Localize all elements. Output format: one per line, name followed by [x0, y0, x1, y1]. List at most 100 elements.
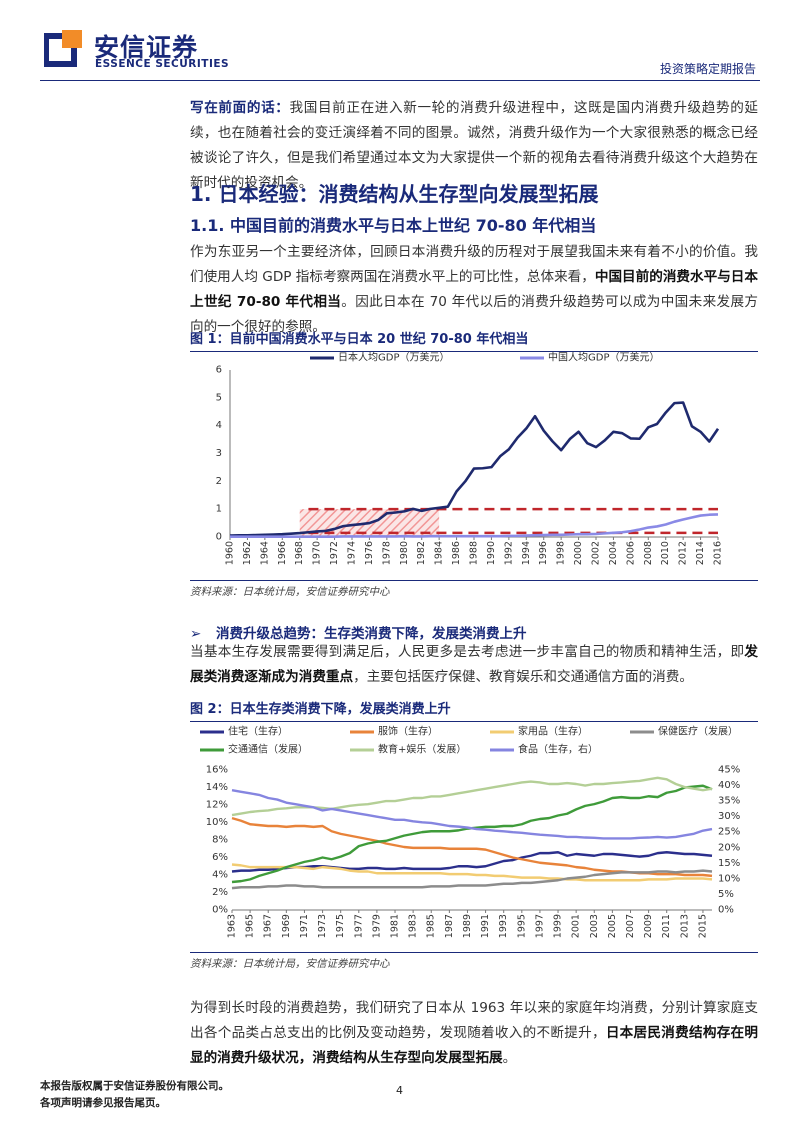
y-right-tick-label: 40%: [718, 780, 740, 791]
footer-line: 各项声明请参见报告尾页。: [40, 1097, 166, 1109]
paragraph-text: ，主要包括医疗保健、教育娱乐和交通通信方面的消费。: [353, 669, 693, 685]
x-tick-label: 1960: [225, 541, 236, 565]
x-tick-label: 2007: [625, 914, 636, 938]
conclusion-paragraph: 为得到长时段的消费趋势，我们研究了日本从 1963 年以来的家庭年均消费，分别计…: [190, 996, 758, 1071]
x-tick-label: 1964: [259, 541, 270, 565]
header-divider: [40, 80, 760, 81]
x-tick-label: 2009: [643, 914, 654, 938]
x-tick-label: 1981: [390, 914, 401, 938]
figure2-chart: 0% 2% 4% 6% 8% 10% 12% 14% 16% 0% 5% 10% 15% 20% 25% 30…: [200, 725, 740, 938]
x-tick-label: 2012: [678, 541, 689, 565]
legend-label: 保健医疗（发展）: [658, 725, 738, 738]
x-tick-label: 1999: [553, 914, 564, 938]
series-japan-gdp: [229, 401, 720, 537]
x-tick-label: 1988: [469, 541, 480, 565]
x-tick-label: 1968: [294, 541, 305, 565]
y-tick-label: 2: [216, 476, 222, 487]
y-left-tick-label: 0%: [212, 905, 228, 916]
series-line: [231, 869, 713, 890]
y-left-tick-label: 4%: [212, 870, 228, 881]
legend-label: 日本人均GDP（万美元）: [338, 351, 449, 364]
x-tick-label: 1965: [245, 914, 256, 938]
x-tick-label: 1998: [556, 541, 567, 565]
figure1-source: 资料来源：日本统计局，安信证券研究中心: [190, 580, 758, 599]
paragraph-text: 。因此日本在 70 年代以后的消费升级趋势可以成为中国未来发展方向的一个很好的参…: [190, 294, 758, 335]
company-name-cn: 安信证券: [94, 33, 199, 62]
intro-text: 我国目前正在进入新一轮的消费升级进程中，这既是国内消费升级趋势的延续，也在随着社…: [190, 100, 759, 191]
x-tick-label: 2000: [573, 541, 584, 565]
x-tick-label: 1992: [503, 541, 514, 565]
paragraph-emphasis: 日本居民消费结构存在明显的消费升级状况，消费结构从生存型向发展型拓展: [190, 1025, 759, 1066]
y-left-tick-label: 6%: [212, 852, 228, 863]
legend-label: 家用品（生存）: [518, 725, 588, 738]
x-tick-label: 1989: [462, 914, 473, 938]
y-tick-label: 4: [216, 420, 222, 431]
footer-disclaimer: 本报告版权属于安信证券股份有限公司。 各项声明请参见报告尾页。: [40, 1078, 229, 1112]
legend-label: 中国人均GDP（万美元）: [548, 351, 659, 364]
x-tick-label: 2014: [695, 541, 706, 565]
report-header: 安信证券 ESSENCE SECURITIES 投资策略定期报告: [0, 0, 800, 81]
x-tick-label: 1994: [521, 541, 532, 565]
x-tick-label: 1974: [347, 541, 358, 565]
y-tick-label: 6: [216, 365, 222, 376]
legend-label: 交通通信（发展）: [228, 743, 308, 756]
arrow-icon: ➢: [190, 626, 202, 642]
y-right-tick-label: 5%: [718, 889, 734, 900]
section-paragraph: 作为东亚另一个主要经济体，回顾日本消费升级的历程对于展望我国未来有着不小的价值。…: [190, 240, 758, 340]
x-tick-label: 2001: [571, 914, 582, 938]
essence-logo-icon: [44, 30, 82, 67]
x-tick-label: 1983: [408, 914, 419, 938]
y-left-tick-label: 10%: [206, 817, 228, 828]
y-tick-label: 1: [216, 504, 222, 515]
x-tick-label: 1970: [312, 541, 323, 565]
paragraph-text: 当基本生存发展需要得到满足后，人民更多是去考虑进一步丰富自己的物质和精神生活，即: [190, 644, 745, 660]
x-tick-label: 1990: [486, 541, 497, 565]
x-tick-label: 1975: [335, 914, 346, 938]
page-number: 4: [396, 1084, 403, 1097]
x-tick-label: 1963: [227, 914, 238, 938]
y-right-tick-label: 15%: [718, 858, 740, 869]
x-tick-label: 1991: [480, 914, 491, 938]
legend-label: 住宅（生存）: [228, 725, 288, 738]
x-tick-label: 1980: [399, 541, 410, 565]
paragraph-emphasis: 中国目前的消费水平与日本上世纪 70-80 年代相当: [190, 269, 758, 310]
paragraph-emphasis: 发展类消费逐渐成为消费重点: [190, 644, 758, 685]
x-tick-label: 1971: [299, 914, 310, 938]
series-line: [231, 776, 713, 817]
series-line: [231, 851, 713, 873]
x-tick-label: 1967: [263, 914, 274, 938]
x-tick-label: 1995: [516, 914, 527, 938]
intro-lead: 写在前面的话：: [190, 100, 290, 116]
bullet-heading: ➢ 消费升级总趋势：生存类消费下降，发展类消费上升: [190, 622, 527, 642]
x-tick-label: 1997: [534, 914, 545, 938]
y-left-tick-label: 8%: [212, 835, 228, 846]
footer-line: 本报告版权属于安信证券股份有限公司。: [40, 1080, 229, 1092]
x-tick-label: 2005: [607, 914, 618, 938]
x-tick-label: 2003: [589, 914, 600, 938]
y-right-tick-label: 20%: [718, 842, 740, 853]
figure1-chart: 0 1 2 3 4 5 6 1960 1962 1964 1966 1968 1970 1972 1974 1…: [216, 351, 724, 566]
x-tick-label: 2013: [679, 914, 690, 938]
section-heading: 1. 日本经验：消费结构从生存型向发展型拓展: [190, 182, 599, 206]
x-tick-label: 1987: [444, 914, 455, 938]
paragraph-text: 。: [502, 1050, 517, 1066]
legend-label: 教育+娱乐（发展）: [378, 743, 466, 756]
figure1-title: 图 1：目前中国消费水平与日本 20 世纪 70-80 年代相当: [190, 328, 758, 352]
x-tick-label: 2004: [608, 541, 619, 565]
company-name-en: ESSENCE SECURITIES: [95, 58, 230, 70]
y-left-tick-label: 2%: [212, 887, 228, 898]
x-tick-label: 1969: [281, 914, 292, 938]
y-left-tick-label: 14%: [206, 782, 228, 793]
x-tick-label: 1982: [416, 541, 427, 565]
y-right-tick-label: 30%: [718, 811, 740, 822]
x-tick-label: 2006: [625, 541, 636, 565]
x-tick-label: 2011: [661, 914, 672, 938]
y-right-tick-label: 25%: [718, 827, 740, 838]
x-tick-label: 2016: [713, 541, 724, 565]
x-tick-label: 1996: [538, 541, 549, 565]
x-tick-label: 2002: [591, 541, 602, 565]
series-china-gdp: [230, 513, 719, 539]
x-tick-label: 2010: [660, 541, 671, 565]
x-tick-label: 1966: [277, 541, 288, 565]
figure2-source: 资料来源：日本统计局，安信证券研究中心: [190, 952, 758, 971]
